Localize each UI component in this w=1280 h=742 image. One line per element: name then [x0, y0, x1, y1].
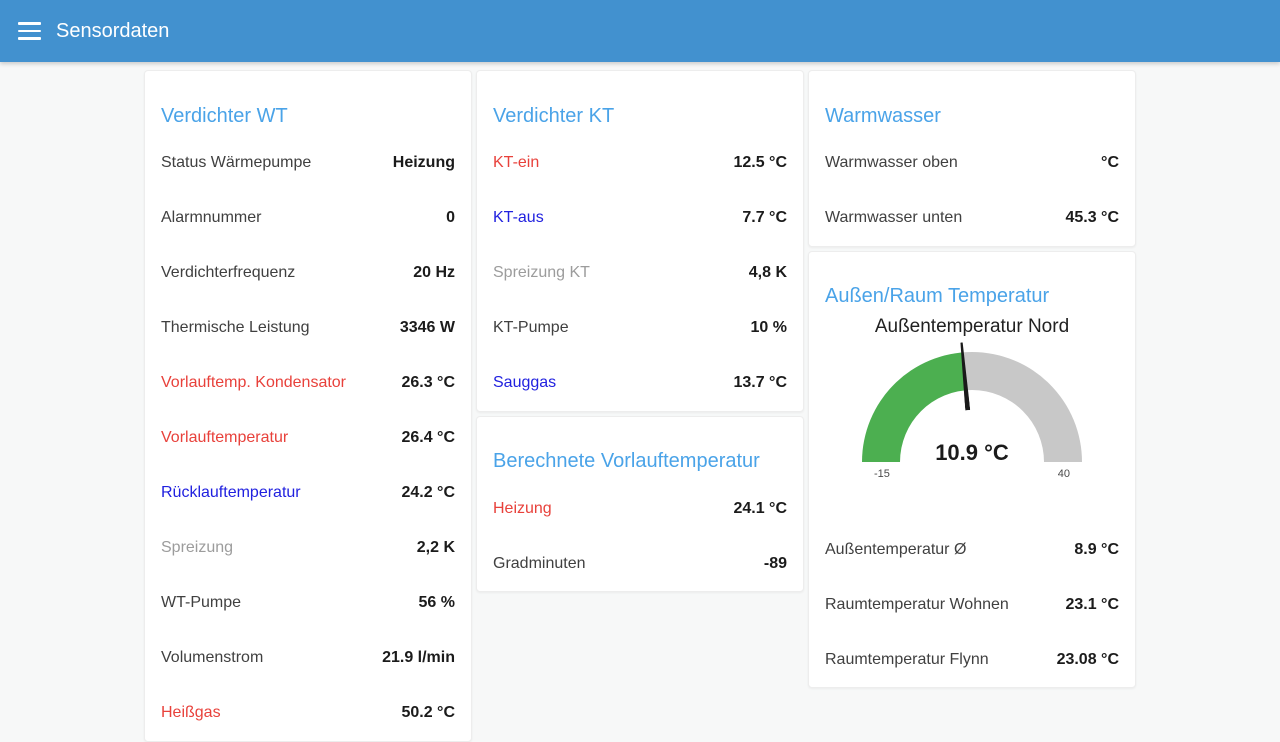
- entity-value: 23.1 °C: [1065, 595, 1119, 613]
- app-title: Sensordaten: [56, 19, 170, 42]
- entity-value: 26.3 °C: [401, 374, 455, 392]
- entity-label: Vorlauftemp. Kondensator: [161, 374, 347, 392]
- entity-row[interactable]: Heizung 24.1 °C: [493, 481, 787, 536]
- entity-row[interactable]: Spreizung 2,2 K: [161, 521, 455, 576]
- entity-value: 56 %: [418, 594, 455, 612]
- entity-row[interactable]: Alarmnummer 0: [161, 191, 455, 246]
- entity-label: KT-ein: [493, 154, 540, 172]
- card-verdichter-wt: Verdichter WT Status Wärmepumpe Heizung …: [144, 70, 472, 742]
- entity-row[interactable]: Vorlauftemp. Kondensator 26.3 °C: [161, 356, 455, 411]
- gauge-title: Außentemperatur Nord: [874, 316, 1070, 338]
- entity-row[interactable]: Warmwasser unten 45.3 °C: [825, 191, 1119, 246]
- entity-row[interactable]: WT-Pumpe 56 %: [161, 576, 455, 631]
- entity-row[interactable]: Gradminuten -89: [493, 536, 787, 591]
- menu-icon[interactable]: [10, 11, 50, 51]
- card-title: Außen/Raum Temperatur: [825, 285, 1050, 308]
- card-warmwasser: Warmwasser Warmwasser oben °C Warmwasser…: [808, 70, 1136, 247]
- entity-label: Warmwasser oben: [825, 154, 958, 172]
- entity-label: Rücklauftemperatur: [161, 484, 301, 502]
- entity-label: WT-Pumpe: [161, 594, 242, 612]
- column-2: Verdichter KT KT-ein 12.5 °C KT-aus 7.7 …: [476, 70, 804, 593]
- column-1: Verdichter WT Status Wärmepumpe Heizung …: [144, 70, 472, 742]
- entity-label: KT-Pumpe: [493, 319, 569, 337]
- entity-label: Verdichterfrequenz: [161, 264, 296, 282]
- entity-row[interactable]: Raumtemperatur Wohnen 23.1 °C: [825, 577, 1119, 632]
- entity-row[interactable]: Sauggas 13.7 °C: [493, 356, 787, 411]
- entity-row[interactable]: KT-ein 12.5 °C: [493, 136, 787, 191]
- card-aussen-raum-temperatur: Außen/Raum Temperatur Außentemperatur No…: [808, 250, 1136, 689]
- entity-label: Raumtemperatur Wohnen: [825, 595, 1009, 613]
- entity-value: 2,2 K: [416, 539, 455, 557]
- entity-value: 0: [446, 209, 455, 227]
- entity-value: 45.3 °C: [1065, 209, 1119, 227]
- entity-label: Status Wärmepumpe: [161, 154, 312, 172]
- entity-value: 20 Hz: [413, 264, 455, 282]
- entity-row[interactable]: Spreizung KT 4,8 K: [493, 246, 787, 301]
- entity-label: Raumtemperatur Flynn: [825, 650, 989, 668]
- entity-label: Alarmnummer: [161, 209, 262, 227]
- entity-value: Heizung: [392, 154, 455, 172]
- entity-value: 10 %: [750, 319, 787, 337]
- gauge-hole: [900, 390, 1044, 535]
- entity-value: 13.7 °C: [733, 374, 787, 392]
- entity-label: Sauggas: [493, 374, 557, 392]
- entity-row[interactable]: Volumenstrom 21.9 l/min: [161, 631, 455, 686]
- entity-label: Warmwasser unten: [825, 209, 963, 227]
- entity-row[interactable]: Raumtemperatur Flynn 23.08 °C: [825, 632, 1119, 687]
- entity-label: Spreizung KT: [493, 264, 590, 282]
- entity-value: 23.08 °C: [1056, 650, 1119, 668]
- entity-value: °C: [1101, 154, 1119, 172]
- entity-value: 21.9 l/min: [382, 649, 455, 667]
- entity-row[interactable]: KT-aus 7.7 °C: [493, 191, 787, 246]
- card-title: Berechnete Vorlauftemperatur: [493, 450, 760, 473]
- entity-row[interactable]: Warmwasser oben °C: [825, 136, 1119, 191]
- entity-label: Volumenstrom: [161, 649, 264, 667]
- card-title: Verdichter WT: [161, 104, 288, 127]
- entity-value: 3346 W: [399, 319, 455, 337]
- entity-label: KT-aus: [493, 209, 544, 227]
- entity-row[interactable]: Vorlauftemperatur 26.4 °C: [161, 411, 455, 466]
- entity-label: Spreizung: [161, 539, 234, 557]
- entity-label: Heißgas: [161, 704, 221, 722]
- entity-label: Heizung: [493, 499, 552, 517]
- entity-row[interactable]: Heißgas 50.2 °C: [161, 686, 455, 741]
- entity-value: 26.4 °C: [401, 429, 455, 447]
- card-title: Warmwasser: [825, 104, 941, 127]
- entity-row[interactable]: Rücklauftemperatur 24.2 °C: [161, 466, 455, 521]
- entity-row[interactable]: KT-Pumpe 10 %: [493, 301, 787, 356]
- gauge-value: 10.9 °C: [935, 440, 1009, 466]
- entity-value: 8.9 °C: [1074, 540, 1119, 558]
- app-bar: Sensordaten: [0, 0, 1280, 62]
- gauge[interactable]: Außentemperatur Nord 10.9 °C -15 40: [825, 316, 1119, 573]
- entity-label: Thermische Leistung: [161, 319, 310, 337]
- entity-row[interactable]: Thermische Leistung 3346 W: [161, 301, 455, 356]
- card-verdichter-kt: Verdichter KT KT-ein 12.5 °C KT-aus 7.7 …: [476, 70, 804, 412]
- entity-value: 24.1 °C: [733, 499, 787, 517]
- entity-value: 4,8 K: [748, 264, 787, 282]
- dashboard: Verdichter WT Status Wärmepumpe Heizung …: [144, 70, 1136, 742]
- entity-value: -89: [763, 554, 787, 572]
- card-berechnete-vorlauftemperatur: Berechnete Vorlauftemperatur Heizung 24.…: [476, 415, 804, 593]
- card-title: Verdichter KT: [493, 104, 615, 127]
- column-3: Warmwasser Warmwasser oben °C Warmwasser…: [808, 70, 1136, 689]
- entity-value: 12.5 °C: [733, 154, 787, 172]
- entity-value: 24.2 °C: [401, 484, 455, 502]
- entity-label: Gradminuten: [493, 554, 586, 572]
- entity-row[interactable]: Status Wärmepumpe Heizung: [161, 136, 455, 191]
- entity-value: 50.2 °C: [401, 704, 455, 722]
- entity-row[interactable]: Verdichterfrequenz 20 Hz: [161, 246, 455, 301]
- entity-label: Vorlauftemperatur: [161, 429, 289, 447]
- entity-value: 7.7 °C: [742, 209, 787, 227]
